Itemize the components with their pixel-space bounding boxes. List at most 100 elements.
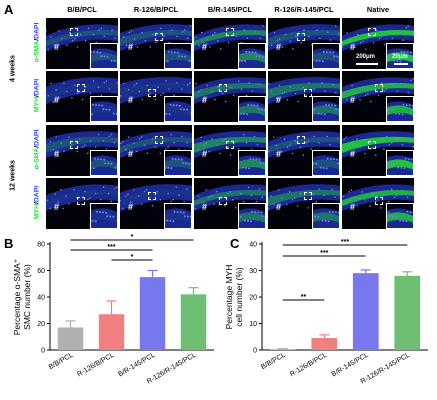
nucleus-dot — [195, 82, 197, 85]
nucleus-dot — [81, 146, 84, 148]
green-stain — [91, 52, 117, 63]
nucleus-dot — [409, 137, 412, 140]
nucleus-dot — [359, 41, 362, 44]
nucleus-dot — [288, 144, 291, 147]
nucleus-dot — [377, 142, 380, 144]
nucleus-dot — [342, 46, 343, 48]
nucleus-dot — [111, 29, 113, 31]
stain-label: MYH/DAPI — [34, 65, 41, 125]
nucleus-dot — [116, 60, 117, 62]
nucleus-dot — [224, 205, 226, 207]
nucleus-dot — [208, 150, 210, 153]
green-stain — [46, 30, 118, 47]
lumen-mark: # — [276, 41, 282, 52]
nucleus-dot — [359, 99, 361, 101]
significance-label: ** — [301, 294, 307, 301]
nucleus-dot — [183, 215, 186, 218]
nucleus-dot — [206, 38, 208, 40]
zoom-region-box — [226, 141, 234, 149]
significance-label: *** — [320, 250, 328, 257]
nucleus-dot — [307, 140, 310, 142]
nucleus-dot — [262, 162, 265, 165]
nucleus-dot — [176, 51, 179, 54]
nucleus-dot — [406, 196, 409, 199]
green-stain — [165, 159, 191, 170]
nucleus-dot — [315, 162, 318, 165]
nucleus-dot — [122, 207, 124, 210]
nucleus-dot — [348, 191, 350, 193]
nucleus-dot — [148, 197, 151, 199]
nucleus-dot — [181, 135, 183, 138]
zoom-region-box — [77, 197, 85, 205]
nucleus-dot — [349, 40, 351, 42]
x-tick-label: R-126/B/PCL — [76, 352, 115, 379]
nucleus-dot — [343, 91, 345, 93]
nucleus-dot — [408, 104, 411, 107]
nucleus-dot — [55, 88, 57, 91]
micrograph-tile: # — [120, 125, 192, 176]
nucleus-dot — [250, 194, 253, 197]
nucleus-dot — [324, 90, 326, 92]
nucleus-dot — [399, 31, 402, 33]
nucleus-dot — [411, 104, 413, 107]
zoom-inset — [238, 43, 266, 69]
micrograph-tile: # — [268, 71, 340, 122]
nucleus-dot — [125, 44, 128, 46]
nucleus-dot — [281, 92, 284, 95]
nucleus-dot — [307, 207, 310, 209]
lumen-mark: # — [202, 201, 208, 212]
nucleus-dot — [259, 37, 261, 40]
nucleus-dot — [361, 191, 363, 193]
nucleus-dot — [190, 215, 191, 218]
nucleus-dot — [157, 86, 159, 88]
nucleus-dot — [89, 92, 92, 95]
nucleus-dot — [255, 200, 258, 203]
nucleus-dot — [353, 197, 355, 199]
nucleus-dot — [380, 82, 383, 84]
micrograph-tile: #200μm 20μm — [342, 18, 414, 69]
nucleus-dot — [250, 220, 252, 223]
nucleus-dot — [91, 219, 94, 222]
nucleus-dot — [186, 141, 188, 144]
nucleus-dot — [402, 39, 404, 41]
green-stain — [120, 29, 192, 47]
nucleus-dot — [66, 44, 68, 46]
nucleus-dot — [197, 195, 200, 197]
nucleus-dot — [170, 167, 173, 170]
nucleus-dot — [170, 200, 172, 203]
nucleus-dot — [256, 143, 259, 146]
micrograph-image — [342, 131, 414, 159]
nucleus-dot — [278, 189, 280, 191]
zoom-region-box — [77, 84, 85, 92]
y-tick-label: 20 — [37, 321, 45, 328]
nucleus-dot — [94, 220, 97, 223]
nucleus-dot — [154, 146, 157, 148]
nucleus-dot — [229, 154, 232, 156]
nucleus-dot — [284, 33, 287, 36]
nucleus-dot — [143, 190, 146, 193]
nucleus-dot — [395, 215, 397, 218]
column-header: B/R-145/PCL — [207, 5, 253, 14]
nucleus-dot — [112, 112, 115, 115]
nucleus-dot — [173, 141, 175, 144]
nucleus-dot — [159, 198, 162, 201]
nucleus-dot — [76, 46, 79, 48]
nucleus-dot — [354, 46, 356, 48]
nucleus-dot — [176, 82, 178, 84]
nucleus-dot — [351, 152, 353, 155]
nucleus-dot — [138, 138, 141, 140]
nucleus-dot — [217, 40, 219, 42]
tissue-band — [91, 208, 117, 228]
nucleus-dot — [92, 33, 95, 36]
nucleus-dot — [205, 142, 207, 145]
nucleus-dot — [211, 90, 213, 93]
nucleus-dot — [367, 35, 370, 38]
nucleus-dot — [141, 31, 144, 34]
nucleus-dot — [138, 90, 141, 93]
nucleus-dot — [156, 190, 159, 193]
zoom-region-box — [304, 192, 312, 200]
nucleus-dot — [222, 92, 224, 95]
nucleus-dot — [316, 29, 318, 32]
zoom-inset-image — [91, 208, 117, 228]
nucleus-dot — [393, 196, 396, 198]
